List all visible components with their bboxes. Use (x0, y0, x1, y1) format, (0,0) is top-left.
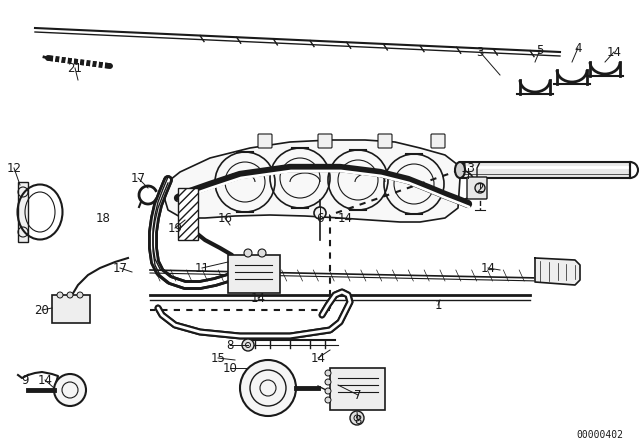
Text: 3: 3 (476, 46, 484, 59)
Text: 9: 9 (21, 374, 29, 387)
Circle shape (240, 360, 296, 416)
Text: 19: 19 (168, 221, 182, 234)
FancyBboxPatch shape (330, 368, 385, 410)
Circle shape (244, 249, 252, 257)
Bar (460, 162, 630, 178)
FancyBboxPatch shape (258, 134, 272, 148)
Text: 2: 2 (476, 181, 484, 194)
Text: 1: 1 (435, 298, 442, 311)
Circle shape (325, 370, 331, 376)
Text: 6: 6 (316, 211, 324, 224)
Polygon shape (535, 258, 580, 285)
Circle shape (242, 339, 254, 351)
Circle shape (77, 292, 83, 298)
Circle shape (258, 249, 266, 257)
Text: 16: 16 (218, 211, 232, 224)
Circle shape (350, 411, 364, 425)
FancyBboxPatch shape (467, 177, 487, 199)
Circle shape (325, 388, 331, 394)
Text: 20: 20 (35, 303, 49, 316)
Circle shape (57, 292, 63, 298)
Text: 14: 14 (310, 352, 326, 365)
Circle shape (314, 207, 326, 219)
Text: 18: 18 (95, 211, 111, 224)
Text: 5: 5 (536, 43, 544, 56)
FancyBboxPatch shape (52, 295, 90, 323)
FancyBboxPatch shape (228, 255, 280, 293)
Circle shape (325, 397, 331, 403)
Text: 21: 21 (67, 61, 83, 74)
Text: 11: 11 (195, 262, 209, 275)
Text: 12: 12 (6, 161, 22, 175)
Text: 17: 17 (113, 262, 127, 275)
Text: 8: 8 (355, 414, 362, 426)
Text: 14: 14 (607, 46, 621, 59)
Text: 10: 10 (223, 362, 237, 375)
Bar (178, 188, 198, 240)
Text: 00000402: 00000402 (577, 430, 623, 440)
Text: 15: 15 (211, 352, 225, 365)
Ellipse shape (455, 162, 465, 178)
FancyBboxPatch shape (378, 134, 392, 148)
Text: 14: 14 (38, 374, 52, 387)
Text: 13: 13 (461, 161, 476, 175)
Text: 14: 14 (337, 211, 353, 224)
Text: 7: 7 (355, 388, 362, 401)
Text: 8: 8 (227, 339, 234, 352)
Text: 17: 17 (131, 172, 145, 185)
Circle shape (67, 292, 73, 298)
Bar (18, 182, 28, 242)
Circle shape (325, 379, 331, 385)
Circle shape (475, 183, 485, 193)
Text: 4: 4 (574, 42, 582, 55)
Polygon shape (165, 140, 460, 222)
Text: 14: 14 (481, 262, 495, 275)
FancyBboxPatch shape (318, 134, 332, 148)
Text: 14: 14 (250, 292, 266, 305)
Circle shape (54, 374, 86, 406)
FancyBboxPatch shape (431, 134, 445, 148)
